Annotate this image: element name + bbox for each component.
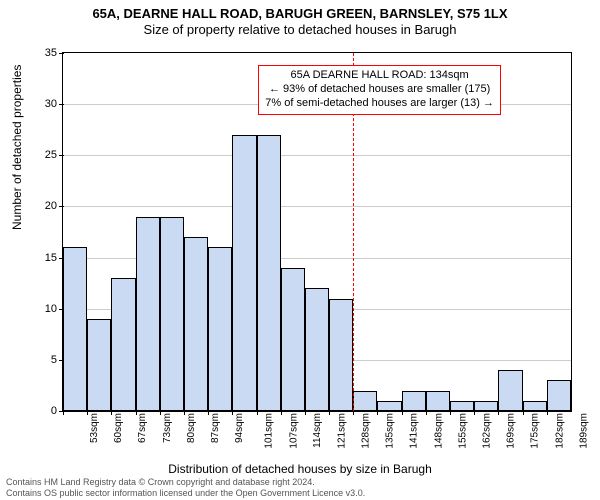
- x-tick-label: 60sqm: [113, 413, 124, 443]
- y-tick-label: 15: [27, 252, 63, 264]
- x-tick-label: 175sqm: [530, 413, 541, 449]
- histogram-bar: [281, 268, 305, 411]
- x-tick-label: 67sqm: [137, 413, 148, 443]
- x-tick-mark: [547, 411, 548, 415]
- x-tick-mark: [450, 411, 451, 415]
- x-tick-mark: [305, 411, 306, 415]
- x-tick-label: 189sqm: [578, 413, 589, 449]
- y-tick-label: 30: [27, 98, 63, 110]
- x-tick-label: 121sqm: [336, 413, 347, 449]
- x-axis-label: Distribution of detached houses by size …: [0, 462, 600, 476]
- histogram-bar: [305, 288, 329, 411]
- histogram-bar: [353, 391, 377, 411]
- histogram-bar: [329, 299, 353, 412]
- histogram-bar: [136, 217, 160, 411]
- x-tick-label: 162sqm: [482, 413, 493, 449]
- y-tick-label: 20: [27, 200, 63, 212]
- y-tick-label: 25: [27, 149, 63, 161]
- x-tick-mark: [257, 411, 258, 415]
- x-tick-label: 87sqm: [210, 413, 221, 443]
- histogram-bar: [523, 401, 547, 411]
- y-tick-label: 0: [27, 405, 63, 417]
- title-line-2: Size of property relative to detached ho…: [0, 22, 600, 38]
- x-tick-label: 53sqm: [89, 413, 100, 443]
- x-tick-mark: [329, 411, 330, 415]
- x-tick-mark: [87, 411, 88, 415]
- x-tick-mark: [184, 411, 185, 415]
- y-axis-label: Number of detached properties: [10, 65, 24, 230]
- annotation-line-3: 7% of semi-detached houses are larger (1…: [265, 97, 494, 111]
- y-tick-label: 35: [27, 47, 63, 59]
- x-tick-label: 128sqm: [361, 413, 372, 449]
- x-tick-label: 73sqm: [162, 413, 173, 443]
- x-tick-mark: [232, 411, 233, 415]
- x-tick-mark: [402, 411, 403, 415]
- x-tick-label: 155sqm: [457, 413, 468, 449]
- histogram-bar: [232, 135, 256, 411]
- footer-line-2: Contains OS public sector information li…: [6, 488, 365, 498]
- histogram-bar: [547, 380, 571, 411]
- x-tick-mark: [498, 411, 499, 415]
- footer-line-1: Contains HM Land Registry data © Crown c…: [6, 477, 365, 487]
- x-tick-label: 182sqm: [554, 413, 565, 449]
- y-tick-label: 5: [27, 354, 63, 366]
- x-tick-label: 80sqm: [186, 413, 197, 443]
- histogram-bar: [87, 319, 111, 411]
- x-tick-label: 114sqm: [312, 413, 323, 448]
- x-tick-mark: [377, 411, 378, 415]
- x-tick-label: 141sqm: [409, 413, 420, 449]
- footer-attribution: Contains HM Land Registry data © Crown c…: [6, 477, 365, 498]
- x-tick-mark: [111, 411, 112, 415]
- histogram-bar: [377, 401, 401, 411]
- x-tick-mark: [208, 411, 209, 415]
- histogram-bar: [402, 391, 426, 411]
- histogram-bar: [184, 237, 208, 411]
- x-tick-label: 135sqm: [385, 413, 396, 449]
- x-tick-mark: [160, 411, 161, 415]
- annotation-line-2: ← 93% of detached houses are smaller (17…: [265, 83, 494, 97]
- x-tick-mark: [426, 411, 427, 415]
- annotation-box: 65A DEARNE HALL ROAD: 134sqm ← 93% of de…: [258, 65, 501, 114]
- x-tick-label: 94sqm: [234, 413, 245, 443]
- chart-plot-area: 05101520253035 53sqm60sqm67sqm73sqm80sqm…: [62, 52, 572, 412]
- x-tick-mark: [136, 411, 137, 415]
- x-tick-label: 101sqm: [264, 413, 275, 449]
- histogram-bar: [450, 401, 474, 411]
- title-block: 65A, DEARNE HALL ROAD, BARUGH GREEN, BAR…: [0, 0, 600, 39]
- histogram-bar: [111, 278, 135, 411]
- histogram-bar: [426, 391, 450, 411]
- x-tick-mark: [474, 411, 475, 415]
- y-tick-label: 10: [27, 303, 63, 315]
- x-tick-mark: [353, 411, 354, 415]
- histogram-bar: [208, 247, 232, 411]
- x-tick-mark: [63, 411, 64, 415]
- histogram-bar: [63, 247, 87, 411]
- histogram-bar: [498, 370, 522, 411]
- x-tick-label: 169sqm: [506, 413, 517, 449]
- histogram-bar: [474, 401, 498, 411]
- histogram-bar: [160, 217, 184, 411]
- histogram-bar: [257, 135, 281, 411]
- annotation-line-1: 65A DEARNE HALL ROAD: 134sqm: [265, 69, 494, 83]
- x-tick-mark: [281, 411, 282, 415]
- x-tick-mark: [523, 411, 524, 415]
- x-tick-label: 107sqm: [288, 413, 299, 449]
- x-tick-label: 148sqm: [433, 413, 444, 449]
- title-line-1: 65A, DEARNE HALL ROAD, BARUGH GREEN, BAR…: [0, 6, 600, 22]
